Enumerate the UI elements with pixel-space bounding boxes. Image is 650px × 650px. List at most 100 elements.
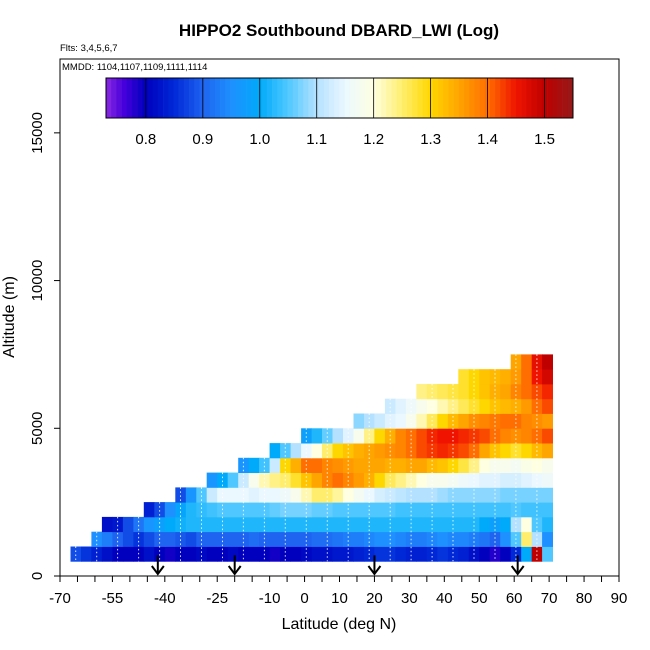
colorbar-segment xyxy=(562,78,569,118)
heatmap-cell xyxy=(426,487,438,503)
colorbar-segment xyxy=(510,78,517,118)
colorbar-segment xyxy=(521,78,527,118)
heatmap-cell xyxy=(91,531,103,547)
colorbar-segment xyxy=(308,78,314,118)
heatmap-cell xyxy=(489,428,501,444)
colorbar-segment xyxy=(189,78,195,118)
heatmap-cell xyxy=(259,531,270,547)
colorbar-segment xyxy=(526,78,532,118)
heatmap-cell xyxy=(259,502,270,518)
heatmap-cell xyxy=(248,531,260,547)
heatmap-cell xyxy=(332,457,344,473)
heatmap-cell xyxy=(479,384,491,400)
heatmap-cell xyxy=(458,428,470,444)
x-tick-label: -10 xyxy=(259,590,281,607)
heatmap-cell xyxy=(521,384,533,400)
colorbar-segment xyxy=(318,78,325,118)
arrow-head xyxy=(151,565,165,576)
heatmap-cell xyxy=(248,516,260,533)
heatmap-cell xyxy=(374,428,386,444)
colorbar-segment xyxy=(469,78,475,118)
colorbar-tick-label: 1.5 xyxy=(534,131,555,148)
heatmap-cell xyxy=(510,413,522,429)
heatmap-cell xyxy=(301,472,312,488)
colorbar-tick-label: 1.3 xyxy=(420,131,441,148)
colorbar-segment xyxy=(251,78,257,118)
heatmap-cell xyxy=(259,516,270,533)
heatmap-cell xyxy=(185,546,197,562)
colorbar-segment xyxy=(438,78,444,118)
y-tick-label: 10000 xyxy=(29,260,46,302)
colorbar-segment xyxy=(131,78,138,118)
heatmap-cell xyxy=(343,428,354,444)
heatmap-cell xyxy=(217,487,229,503)
heatmap-cell xyxy=(227,516,239,533)
heatmap-cell xyxy=(301,443,312,459)
colorbar-segment xyxy=(355,78,361,118)
heatmap-cell xyxy=(447,487,459,503)
heatmap-cell xyxy=(248,487,260,503)
x-tick-label: -25 xyxy=(206,590,228,607)
heatmap-cell xyxy=(343,472,354,488)
heatmap-cell xyxy=(196,502,208,518)
heatmap-cell xyxy=(322,487,333,503)
colorbar-segment xyxy=(178,78,185,118)
heatmap-cell xyxy=(322,531,333,547)
heatmap-cell xyxy=(395,516,407,533)
colorbar-segment xyxy=(157,78,164,118)
colorbar-segment xyxy=(531,78,537,118)
colorbar-segment xyxy=(489,78,496,118)
heatmap-cell xyxy=(489,384,501,400)
colorbar-segment xyxy=(246,78,252,118)
heatmap-cell xyxy=(206,516,218,533)
heatmap-cell xyxy=(447,384,459,400)
heatmap-cell xyxy=(175,546,187,562)
heatmap-cell xyxy=(322,472,333,488)
colorbar-segment xyxy=(375,78,382,118)
colorbar-segment xyxy=(292,78,299,118)
heatmap-cell xyxy=(301,546,312,562)
heatmap-cell xyxy=(510,502,522,518)
heatmap-cell xyxy=(405,516,417,533)
x-tick-label: 50 xyxy=(471,590,488,607)
heatmap-cell xyxy=(122,531,134,547)
arrow-head xyxy=(227,565,242,576)
heatmap-cell xyxy=(447,443,459,459)
heatmap-cell xyxy=(479,443,491,459)
heatmap-cell xyxy=(437,516,449,533)
heatmap-cell xyxy=(416,531,428,547)
heatmap-cell xyxy=(384,516,396,533)
heatmap-cell xyxy=(426,428,438,444)
heatmap-cell xyxy=(500,443,512,459)
heatmap-cell xyxy=(154,502,166,518)
heatmap-cell xyxy=(395,502,407,518)
flights-label: Flts: 3,4,5,6,7 xyxy=(60,43,118,54)
heatmap-cell xyxy=(468,516,480,533)
profile-arrow xyxy=(151,555,165,576)
heatmap-cell xyxy=(416,472,428,488)
heatmap-cell xyxy=(374,472,386,488)
heatmap-cell xyxy=(206,531,218,547)
heatmap-cell xyxy=(521,413,533,429)
heatmap-cell xyxy=(70,546,82,562)
heatmap-cell xyxy=(395,457,407,473)
heatmap-cell xyxy=(353,531,365,547)
heatmap-cell xyxy=(322,428,333,444)
colorbar-segment xyxy=(515,78,522,118)
heatmap-cell xyxy=(248,546,260,562)
colorbar-segment xyxy=(500,78,506,118)
heatmap-cell xyxy=(531,472,543,488)
heatmap-cell xyxy=(248,472,260,488)
colorbar-segment xyxy=(474,78,480,118)
colorbar-segment xyxy=(266,78,273,118)
colorbar-segment xyxy=(344,78,351,118)
heatmap-cell xyxy=(91,546,103,562)
colorbar-segment xyxy=(116,78,122,118)
heatmap-cell xyxy=(290,516,302,533)
heatmap-cell xyxy=(521,516,533,533)
heatmap-cell xyxy=(458,443,470,459)
heatmap-cell xyxy=(280,443,291,459)
heatmap-cell xyxy=(426,443,438,459)
heatmap-cell xyxy=(238,472,250,488)
x-tick-label: 60 xyxy=(506,590,523,607)
